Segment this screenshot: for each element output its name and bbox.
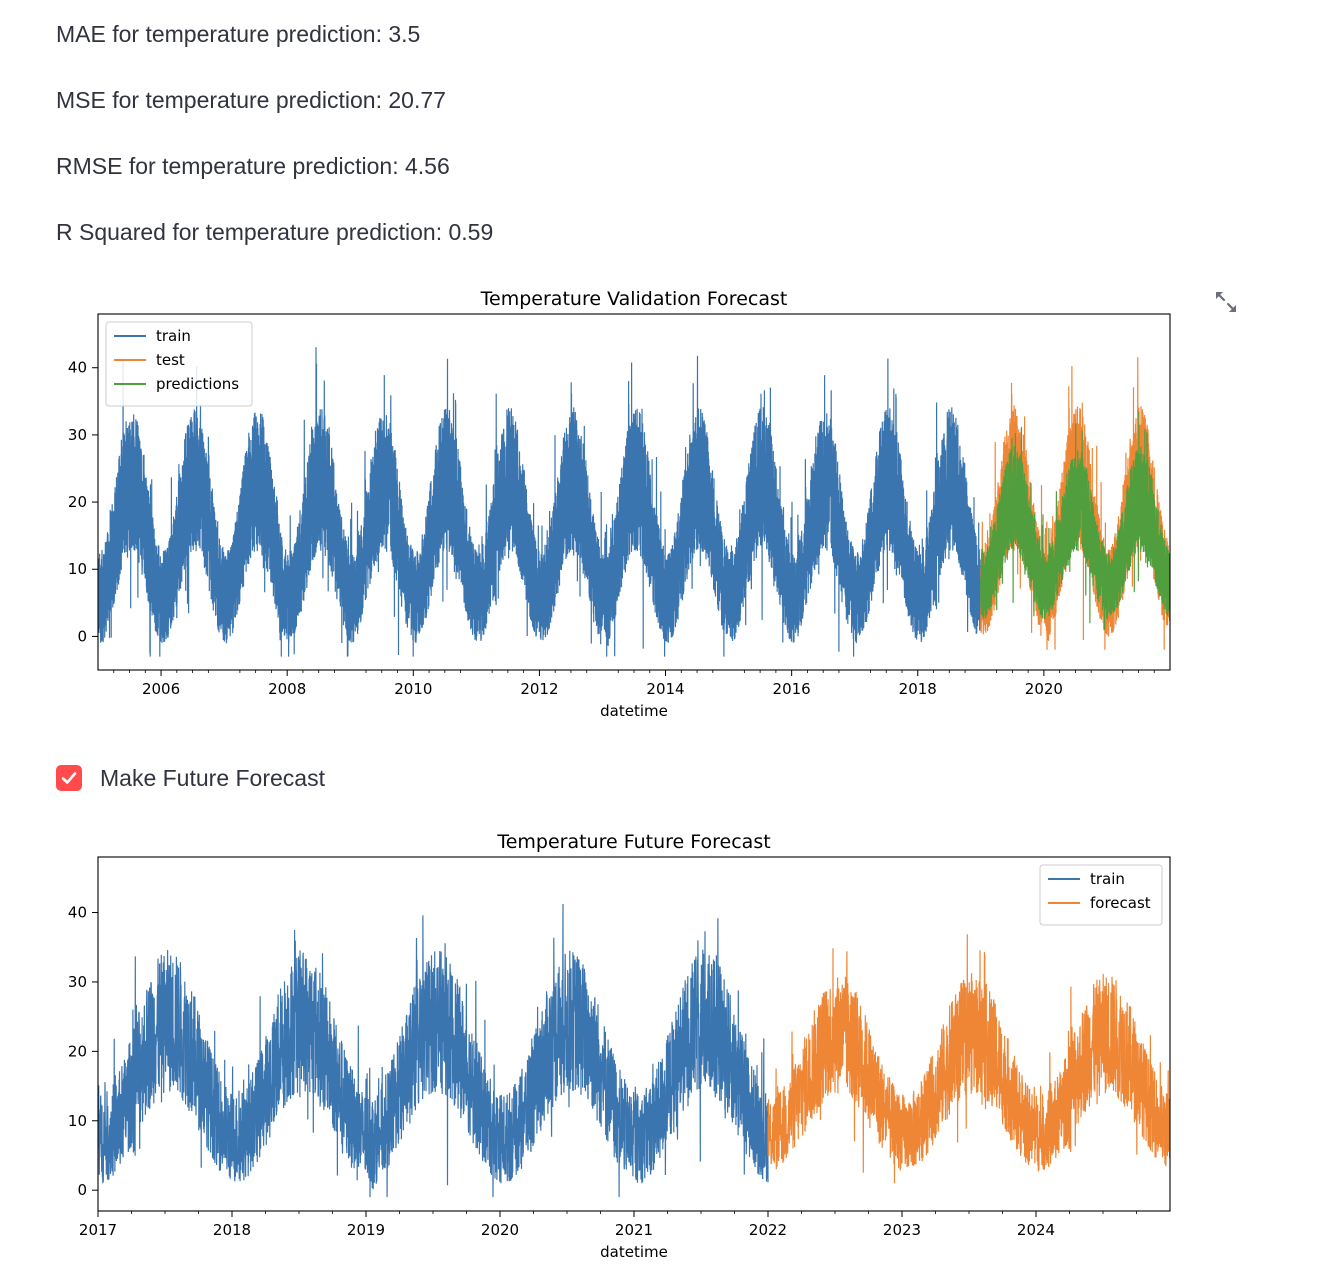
chart-title: Temperature Future Forecast	[496, 831, 770, 853]
series-line-predictions	[980, 411, 1170, 630]
checkbox-label: Make Future Forecast	[100, 764, 325, 791]
x-axis-label: datetime	[600, 702, 668, 720]
x-tick-label: 2024	[1017, 1221, 1055, 1239]
y-tick-label: 30	[68, 426, 87, 444]
metric-r-squared: R Squared for temperature prediction: 0.…	[56, 219, 494, 245]
y-tick-label: 20	[68, 1042, 87, 1060]
x-axis-label: datetime	[600, 1243, 668, 1261]
chart-legend: train forecast	[1039, 864, 1163, 926]
x-tick-label: 2008	[268, 680, 306, 698]
expand-arrows-icon	[1215, 291, 1237, 313]
validation-forecast-chart: Temperature Validation Forecast 0 10 20 30 40…	[68, 288, 1171, 720]
series-line-train	[98, 347, 982, 657]
y-tick-label: 30	[68, 973, 87, 991]
y-tick-label: 40	[68, 359, 87, 377]
expand-chart-button[interactable]	[1212, 288, 1240, 316]
x-tick-label: 2017	[79, 1221, 117, 1239]
y-tick-label: 0	[77, 627, 87, 645]
future-forecast-checkbox[interactable]: Make Future Forecast	[56, 762, 325, 794]
metric-mae: MAE for temperature prediction: 3.5	[56, 21, 421, 47]
legend-label-train: train	[1090, 870, 1125, 888]
y-tick-label: 40	[68, 904, 87, 922]
x-tick-label: 2019	[347, 1221, 385, 1239]
x-tick-label: 2006	[142, 680, 180, 698]
x-tick-label: 2022	[749, 1221, 787, 1239]
y-tick-label: 10	[68, 560, 87, 578]
y-tick-label: 0	[77, 1181, 87, 1199]
x-tick-label: 2016	[773, 680, 811, 698]
x-tick-label: 2018	[899, 680, 937, 698]
legend-label-test: test	[156, 351, 185, 369]
x-tick-label: 2018	[213, 1221, 251, 1239]
axes-frame	[97, 856, 1171, 1212]
x-tick-label: 2020	[1025, 680, 1063, 698]
y-tick-label: 10	[68, 1112, 87, 1130]
checkmark-icon	[61, 772, 77, 784]
metric-rmse: RMSE for temperature prediction: 4.56	[56, 153, 450, 179]
legend-label-train: train	[156, 327, 191, 345]
x-tick-label: 2014	[646, 680, 684, 698]
x-tick-label: 2012	[520, 680, 558, 698]
x-tick-label: 2023	[883, 1221, 921, 1239]
series-line-forecast	[767, 934, 1170, 1184]
y-tick-label: 20	[68, 493, 87, 511]
x-tick-label: 2010	[394, 680, 432, 698]
future-forecast-chart: Temperature Future Forecast 0 10 20 30 40 2017…	[68, 831, 1171, 1261]
legend-label-predictions: predictions	[156, 375, 239, 393]
chart-title: Temperature Validation Forecast	[480, 288, 788, 310]
x-tick-label: 2021	[615, 1221, 653, 1239]
checkbox-box[interactable]	[56, 765, 82, 791]
series-line-train	[98, 903, 769, 1198]
legend-label-forecast: forecast	[1090, 894, 1151, 912]
metric-mse: MSE for temperature prediction: 20.77	[56, 87, 446, 113]
x-tick-label: 2020	[481, 1221, 519, 1239]
chart-legend: train test predictions	[105, 321, 253, 407]
